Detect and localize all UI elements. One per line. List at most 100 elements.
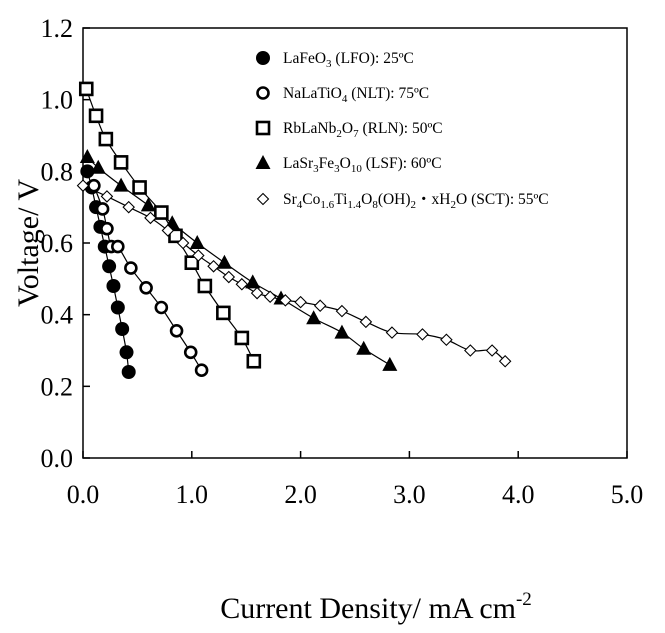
data-point bbox=[106, 279, 121, 293]
data-point bbox=[194, 363, 209, 378]
legend-subscript: 1.4 bbox=[347, 199, 361, 211]
x-tick-label: 3.0 bbox=[393, 480, 426, 509]
data-point bbox=[263, 290, 277, 304]
x-axis: 0.0 1.0 2.0 3.0 4.0 5.0 bbox=[67, 451, 643, 509]
legend-subscript: 3 bbox=[313, 163, 319, 175]
data-point bbox=[98, 131, 114, 147]
data-point bbox=[192, 249, 205, 262]
legend-text-part: ・xH bbox=[416, 191, 450, 208]
data-point bbox=[334, 324, 350, 339]
series-5-curve bbox=[82, 185, 506, 362]
y-tick-label: 1.2 bbox=[41, 14, 74, 43]
data-point bbox=[100, 221, 114, 236]
x-tick-label: 2.0 bbox=[284, 480, 317, 509]
data-point bbox=[140, 197, 156, 212]
data-point bbox=[222, 270, 236, 284]
legend-marker-5 bbox=[256, 192, 270, 206]
data-point bbox=[385, 326, 399, 339]
data-point bbox=[279, 294, 292, 307]
data-point bbox=[416, 328, 429, 341]
legend-text-part: Co bbox=[302, 191, 320, 208]
legend-text-part: O bbox=[361, 191, 372, 208]
data-point bbox=[250, 286, 264, 300]
legend-text-part: O (SCT): 55ºC bbox=[456, 191, 549, 208]
data-point bbox=[79, 149, 95, 163]
data-point bbox=[154, 300, 169, 315]
data-point bbox=[113, 177, 129, 192]
x-tick-label: 4.0 bbox=[502, 480, 535, 509]
data-point bbox=[356, 340, 372, 355]
data-point bbox=[76, 179, 90, 192]
legend-entry-5: Sr4Co1.6Ti1.4O8(OH)2・xH2O (SCT): 55ºC bbox=[283, 191, 549, 211]
legend-subscript: 4 bbox=[297, 199, 303, 211]
data-point bbox=[121, 365, 136, 379]
legend-subscript: 7 bbox=[353, 128, 359, 140]
data-point bbox=[80, 164, 95, 179]
y-tick-label: 0.8 bbox=[41, 157, 74, 186]
legend-text-part: O bbox=[340, 155, 351, 172]
data-point bbox=[464, 344, 477, 357]
legend-subscript: 2 bbox=[411, 199, 417, 211]
data-point bbox=[382, 356, 398, 371]
data-point bbox=[122, 200, 135, 214]
y-axis: 0.0 0.2 0.4 0.6 0.8 1.0 1.2 bbox=[41, 14, 90, 473]
series-points bbox=[76, 81, 512, 379]
legend-entry-3: RbLaNb2O7 (RLN): 50ºC bbox=[283, 120, 443, 140]
legend-marker-4 bbox=[255, 155, 271, 169]
legend-text-part: Sr bbox=[283, 191, 298, 208]
legend-subscript: 2 bbox=[336, 128, 342, 140]
x-axis-label-exponent: -2 bbox=[516, 589, 532, 610]
data-point bbox=[168, 228, 183, 244]
data-point bbox=[313, 299, 327, 312]
data-point bbox=[169, 323, 184, 338]
data-point bbox=[115, 322, 130, 336]
data-point bbox=[184, 255, 200, 271]
data-point bbox=[207, 260, 220, 273]
legend-subscript: 10 bbox=[351, 163, 363, 175]
legend-marker-3 bbox=[255, 120, 271, 136]
data-point bbox=[95, 202, 110, 216]
legend-text-part: O bbox=[342, 120, 353, 137]
y-tick-label: 0.0 bbox=[41, 444, 74, 473]
data-point bbox=[246, 353, 262, 369]
legend-text-part: LaFeO bbox=[283, 50, 326, 67]
y-tick-label: 0.2 bbox=[41, 372, 74, 401]
data-point bbox=[245, 274, 261, 289]
legend-text-part: Ti bbox=[334, 191, 348, 208]
legend-subscript: 4 bbox=[342, 93, 348, 105]
x-tick-label: 0.0 bbox=[67, 480, 100, 509]
data-point bbox=[132, 180, 147, 195]
legend-subscript: 8 bbox=[372, 199, 378, 211]
series-3-points bbox=[78, 81, 262, 369]
legend-text-part: (LFO): 25ºC bbox=[332, 50, 414, 67]
legend-text-part: RbLaNb bbox=[283, 120, 337, 137]
data-point bbox=[183, 345, 198, 360]
y-axis-label: Voltage/ V bbox=[12, 179, 45, 307]
legend-text-part: (NLT): 75ºC bbox=[347, 85, 429, 102]
data-point bbox=[154, 205, 169, 220]
legend-subscript: 1.6 bbox=[320, 199, 334, 211]
data-point bbox=[234, 330, 250, 346]
data-point bbox=[87, 178, 101, 193]
data-point bbox=[216, 254, 232, 269]
data-point bbox=[111, 239, 125, 254]
data-point bbox=[119, 345, 134, 360]
y-tick-label: 0.6 bbox=[41, 229, 74, 258]
data-point bbox=[335, 304, 349, 318]
data-point bbox=[294, 295, 307, 309]
data-point bbox=[113, 155, 129, 170]
x-axis-label: Current Density/ mA cm-2 bbox=[220, 589, 532, 625]
legend-subscript: 3 bbox=[326, 58, 332, 70]
data-point bbox=[359, 315, 373, 329]
legend-text-part: Fe bbox=[319, 155, 335, 172]
legend-subscript: 2 bbox=[451, 199, 457, 211]
data-point bbox=[306, 310, 322, 325]
series-5-points bbox=[76, 179, 512, 368]
data-point bbox=[124, 261, 138, 275]
data-point bbox=[440, 333, 453, 347]
series-2-curve bbox=[93, 185, 203, 371]
legend-text-part: (LSF): 60ºC bbox=[362, 155, 442, 172]
legend-entry-4: LaSr3Fe3O10 (LSF): 60ºC bbox=[283, 155, 442, 175]
data-point bbox=[189, 235, 205, 249]
data-point bbox=[78, 81, 94, 97]
